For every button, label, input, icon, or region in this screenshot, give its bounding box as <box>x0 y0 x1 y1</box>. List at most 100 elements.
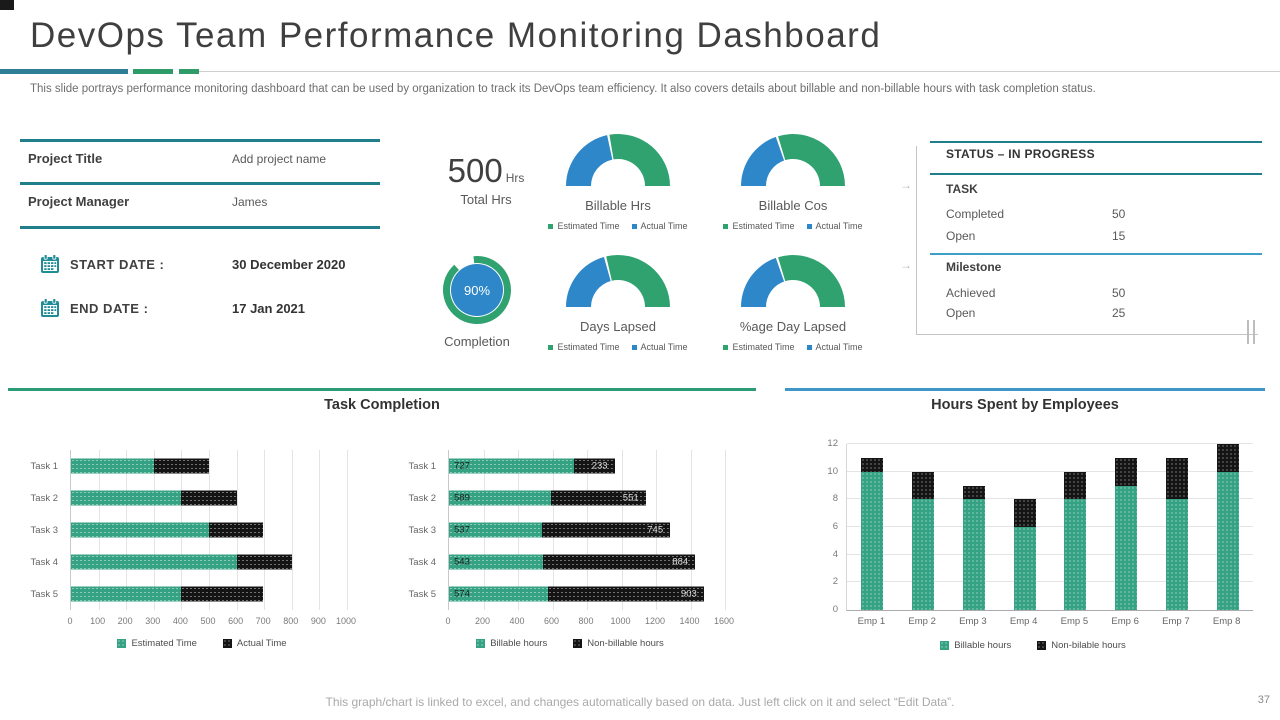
status-divider <box>930 173 1262 175</box>
category-label: Task 1 <box>30 460 58 472</box>
status-divider <box>930 141 1262 143</box>
legend-label: Non-bilable hours <box>1051 640 1126 651</box>
chart-legend: Estimated Time Actual Time <box>20 638 384 649</box>
x-category-label: Emp 8 <box>1212 616 1241 627</box>
billable-hrs-gauge[interactable]: Billable Hrs Estimated Time Actual Time <box>543 131 693 231</box>
x-tick-label: 600 <box>228 616 244 626</box>
plot-area <box>846 443 1253 611</box>
x-tick-label: 1200 <box>644 616 666 626</box>
bar-row <box>71 514 347 546</box>
billable-cos-gauge[interactable]: Billable Cos Estimated Time Actual Time <box>718 131 868 231</box>
bar-row: 543 884 <box>449 546 725 578</box>
bar-row: 589 551 <box>449 482 725 514</box>
y-tick-label: 10 <box>827 465 838 477</box>
x-tick-label: 700 <box>255 616 271 626</box>
project-manager-value[interactable]: James <box>232 195 268 209</box>
bar-segment <box>181 586 263 602</box>
start-date-value[interactable]: 30 December 2020 <box>232 257 346 272</box>
title-underline-green-1 <box>133 69 173 74</box>
legend-item: Estimated Time <box>723 221 795 231</box>
column-segment <box>962 499 985 610</box>
category-label: Task 1 <box>408 460 436 472</box>
task-completion-chart[interactable]: Task 1 Task 2 Task 3 Task 4 Task 5 0 100 200 300… <box>20 436 384 664</box>
gridline <box>690 450 692 610</box>
legend-item: Billable hours <box>940 640 1011 651</box>
legend-label: Actual Time <box>640 342 688 352</box>
x-tick-label: 1400 <box>679 616 700 626</box>
legend-item: Actual Time <box>222 638 287 649</box>
status-section-task: TASK <box>946 182 978 196</box>
end-date-value[interactable]: 17 Jan 2021 <box>232 301 306 316</box>
completion-label: Completion <box>444 334 510 349</box>
table-divider <box>20 139 380 142</box>
column-segment <box>1013 527 1036 610</box>
stacked-bar: 589 551 <box>449 490 725 506</box>
section-title-hours-spent: Hours Spent by Employees <box>931 397 1119 413</box>
bar-value-label: 727 <box>454 460 470 472</box>
x-axis: 0 200 400 600 800 1000 1200 1400 1600 <box>445 616 734 628</box>
table-divider <box>20 182 380 185</box>
days-lapsed-gauge[interactable]: Days Lapsed Estimated Time Actual Time <box>543 252 693 352</box>
y-tick-label: 0 <box>832 604 838 615</box>
plot-area: 727 233 589 551 537 745 543 884 574 903 <box>448 450 726 610</box>
percent-day-lapsed-gauge[interactable]: %age Day Lapsed Estimated Time Actual Time <box>718 252 868 352</box>
legend-item: Estimated Time <box>548 342 620 352</box>
y-tick-label: 12 <box>827 438 838 449</box>
plot-area <box>70 450 348 610</box>
column-segment <box>1115 457 1138 486</box>
x-tick-label: 200 <box>117 616 133 626</box>
status-row-label: Achieved <box>946 286 996 300</box>
x-category-label: Emp 2 <box>908 616 936 627</box>
section-divider-left <box>8 388 756 391</box>
bar-segment <box>71 522 209 538</box>
resize-grip-icon[interactable] <box>1247 320 1255 344</box>
legend-label: Actual Time <box>236 638 287 649</box>
category-label: Task 4 <box>408 556 436 568</box>
gauge-label: Billable Hrs <box>585 198 651 213</box>
gauge-label: Billable Cos <box>758 198 828 213</box>
legend-marker <box>723 344 729 350</box>
legend-marker <box>723 223 729 229</box>
total-hours-caption: Total Hrs <box>460 192 512 207</box>
gauge-label: Days Lapsed <box>580 319 656 334</box>
calendar-icon <box>41 298 59 317</box>
legend-item: Actual Time <box>806 342 863 352</box>
half-donut-svg <box>741 254 845 307</box>
category-label: Task 4 <box>30 556 58 568</box>
status-row-label: Completed <box>946 207 1005 221</box>
table-divider <box>20 226 380 229</box>
bar-segment: 551 <box>550 490 646 506</box>
legend-item: Actual Time <box>806 221 863 231</box>
status-row-label: Open <box>946 229 976 243</box>
category-label: Task 2 <box>30 492 58 504</box>
legend-item: Non-bilable hours <box>1037 640 1126 651</box>
project-title-value[interactable]: Add project name <box>232 152 327 166</box>
gridline <box>847 470 1253 472</box>
column-segment <box>1216 444 1239 472</box>
bar-value-label: 745 <box>647 524 664 536</box>
legend-label: Estimated Time <box>131 638 197 649</box>
category-label: Task 3 <box>30 524 58 536</box>
legend-label: Billable hours <box>490 638 548 649</box>
status-row-value: 25 <box>1112 306 1126 320</box>
title-underline-blue <box>0 69 128 74</box>
y-tick-label: 8 <box>832 493 838 505</box>
legend-marker <box>1037 641 1047 650</box>
status-section-milestone: Milestone <box>946 260 1002 274</box>
billable-hours-chart[interactable]: 727 233 589 551 537 745 543 884 574 903 Task 1 Task… <box>398 436 742 664</box>
stacked-bar: 727 233 <box>449 458 725 474</box>
gridline <box>725 450 726 610</box>
x-axis: Emp 1 Emp 2 Emp 3 Emp 4 Emp 5 Emp 6 Emp 7 Emp 8 <box>846 616 1252 630</box>
legend-marker <box>806 223 812 229</box>
legend-item: Estimated Time <box>548 221 620 231</box>
bar-value-label: 233 <box>591 460 608 472</box>
completion-donut[interactable]: 90% <box>439 252 515 328</box>
x-tick-label: 800 <box>283 616 299 626</box>
x-tick-label: 0 <box>445 616 451 626</box>
status-bracket-line <box>916 334 1258 335</box>
status-row-value: 15 <box>1112 229 1126 243</box>
category-label: Task 2 <box>408 492 436 504</box>
gridline <box>847 526 1253 527</box>
bar-segment <box>181 490 237 506</box>
